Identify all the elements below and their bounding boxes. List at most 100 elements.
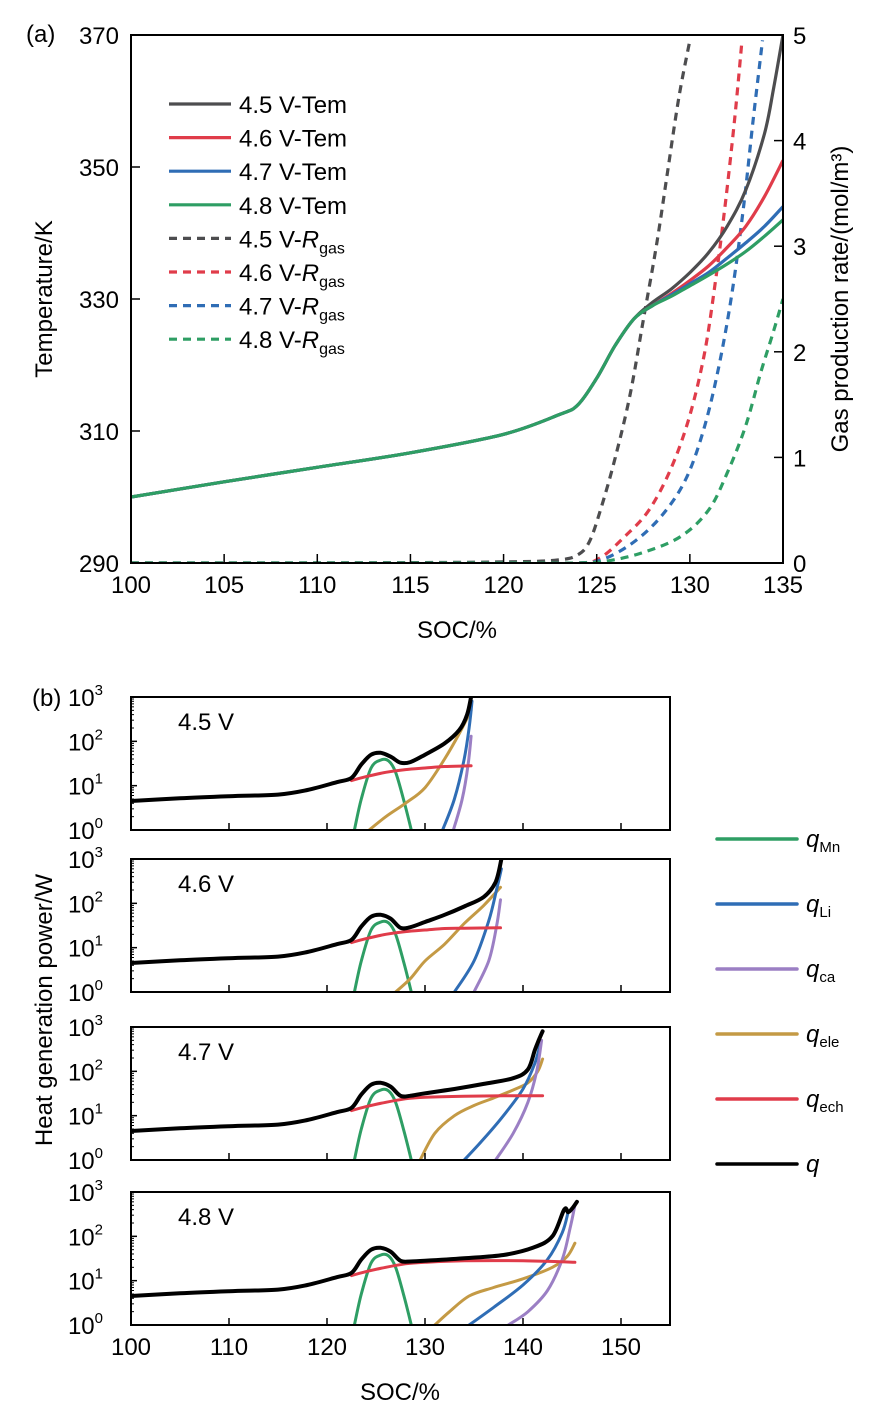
x-tick-label: 100 (111, 572, 151, 599)
panel-a-y-right-axis-title: Gas production rate/(mol/m³) (827, 146, 854, 453)
y-right-tick-label: 2 (793, 340, 806, 367)
y-right-tick-label: 1 (793, 445, 806, 472)
series-line-qca (494, 1038, 544, 1160)
x-tick-label: 110 (210, 1334, 248, 1361)
subplot-series (131, 1029, 545, 1160)
legend-label: qca (806, 956, 836, 986)
panel-a: (a) 100 105 110 115 120 125 130 135 29031033035… (26, 21, 854, 644)
legend-label: 4.8 V-Rgas (239, 327, 345, 358)
legend-label: qech (806, 1086, 844, 1116)
legend-label: 4.7 V-Rgas (239, 294, 345, 325)
y-tick-label: 100 (68, 977, 103, 1007)
subplot-series (131, 1199, 579, 1325)
subplot-voltage-label: 4.8 V (178, 1204, 234, 1231)
legend-label: 4.6 V-Rgas (239, 260, 345, 291)
x-tick-label: 125 (577, 572, 617, 599)
series-line-qech (350, 1094, 545, 1113)
panel-b-legend: qMn qLi qca qele qech q (715, 826, 844, 1178)
y-tick-label: 102 (68, 726, 103, 756)
series-line-4-8-v-tem (131, 218, 783, 499)
subplot-voltage-label: 4.6 V (178, 871, 234, 898)
panel-b-x-tick-labels: 100 110 120 130 140 150 (111, 1334, 641, 1361)
y-right-tick-label: 5 (793, 23, 806, 50)
series-line-qli (462, 1040, 543, 1160)
x-tick-label: 135 (763, 572, 803, 599)
series-line-qele (433, 1241, 577, 1325)
panel-a-x-axis-title: SOC/% (417, 617, 497, 644)
legend-label: q (806, 1151, 820, 1178)
panel-b-y-axis-title: Heat generation power/W (31, 874, 58, 1146)
x-tick-label: 110 (298, 572, 336, 599)
panel-a-legend: 4.5 V-Tem 4.6 V-Tem 4.7 V-Tem 4.8 V-Tem 4.5 … (169, 92, 347, 358)
x-tick-label: 120 (484, 572, 524, 599)
legend-label: qele (806, 1021, 839, 1051)
series-line-qele (394, 885, 502, 992)
subplot-45: 4.5 V 100 101 102 103 (68, 682, 671, 845)
series-line-q (131, 859, 504, 965)
series-line-qmn (352, 919, 413, 992)
y-tick-label: 101 (68, 933, 103, 963)
y-left-tick-label: 330 (79, 287, 119, 314)
series-line-qech (350, 764, 473, 783)
y-tick-label: 101 (68, 1266, 103, 1296)
y-left-tick-label: 290 (79, 551, 119, 578)
y-tick-label: 100 (68, 1310, 103, 1340)
y-right-tick-label: 3 (793, 234, 806, 261)
subplot-frame (130, 1026, 671, 1161)
y-tick-label: 103 (68, 844, 103, 874)
x-tick-label: 100 (111, 1334, 151, 1361)
legend-label: qLi (806, 891, 831, 921)
y-left-tick-label: 310 (79, 419, 119, 446)
subplot-46: 4.6 V 100 101 102 103 (68, 844, 671, 1007)
panel-a-y-right-ticks: 0 1 2 3 4 5 (774, 23, 806, 578)
panel-a-label: (a) (26, 21, 55, 48)
series-line-qca (472, 898, 502, 992)
panel-a-series (131, 35, 783, 563)
subplot-47: 4.7 V 100 101 102 103 (68, 1012, 671, 1175)
x-tick-label: 150 (601, 1334, 641, 1361)
x-tick-label: 120 (307, 1334, 347, 1361)
y-left-tick-label: 370 (79, 23, 119, 50)
legend-label: 4.5 V-Rgas (239, 226, 345, 257)
legend-label: 4.8 V-Tem (239, 193, 347, 220)
y-tick-label: 102 (68, 1056, 103, 1086)
series-line-qele (367, 708, 473, 830)
subplot-series (131, 859, 504, 992)
subplot-48: 4.8 V 100 101 102 103 (68, 1177, 671, 1340)
y-tick-label: 103 (68, 1012, 103, 1042)
x-tick-label: 115 (391, 572, 429, 599)
x-tick-label: 130 (670, 572, 710, 599)
series-line-4-7-v-rgas (131, 40, 765, 563)
series-line-4-6-v-tem (131, 159, 783, 499)
legend-label: 4.6 V-Tem (239, 126, 347, 153)
series-line-qca (451, 734, 473, 830)
y-tick-label: 100 (68, 815, 103, 845)
panel-a-y-left-axis-title: Temperature/K (31, 220, 58, 377)
x-tick-label: 130 (405, 1334, 445, 1361)
y-tick-label: 101 (68, 771, 103, 801)
series-line-qmn (352, 1087, 413, 1160)
legend-label: 4.5 V-Tem (239, 92, 347, 119)
series-line-qmn (352, 1252, 413, 1325)
y-tick-label: 103 (68, 682, 103, 712)
subplot-frame (130, 1191, 671, 1326)
panel-a-frame (130, 34, 784, 564)
panel-a-x-ticks: 100 105 110 115 120 125 130 135 (111, 554, 803, 599)
panel-b-subplots: 4.5 V 100 101 102 103 4.6 V 100 101 102 103 4.7 V 1… (68, 682, 671, 1340)
series-line-qca (506, 1203, 577, 1325)
series-line-q (131, 697, 474, 803)
y-tick-label: 102 (68, 1221, 103, 1251)
subplot-series (131, 697, 474, 830)
subplot-frame (130, 858, 671, 993)
legend-label: 4.7 V-Tem (239, 159, 347, 186)
series-line-q (131, 1199, 579, 1298)
panel-b-x-axis-title: SOC/% (360, 1379, 440, 1406)
y-right-tick-label: 0 (793, 551, 806, 578)
series-line-qmn (352, 757, 413, 830)
x-tick-label: 140 (503, 1334, 543, 1361)
series-line-4-6-v-rgas (131, 40, 744, 563)
y-right-tick-label: 4 (793, 129, 806, 156)
subplot-voltage-label: 4.7 V (178, 1039, 234, 1066)
